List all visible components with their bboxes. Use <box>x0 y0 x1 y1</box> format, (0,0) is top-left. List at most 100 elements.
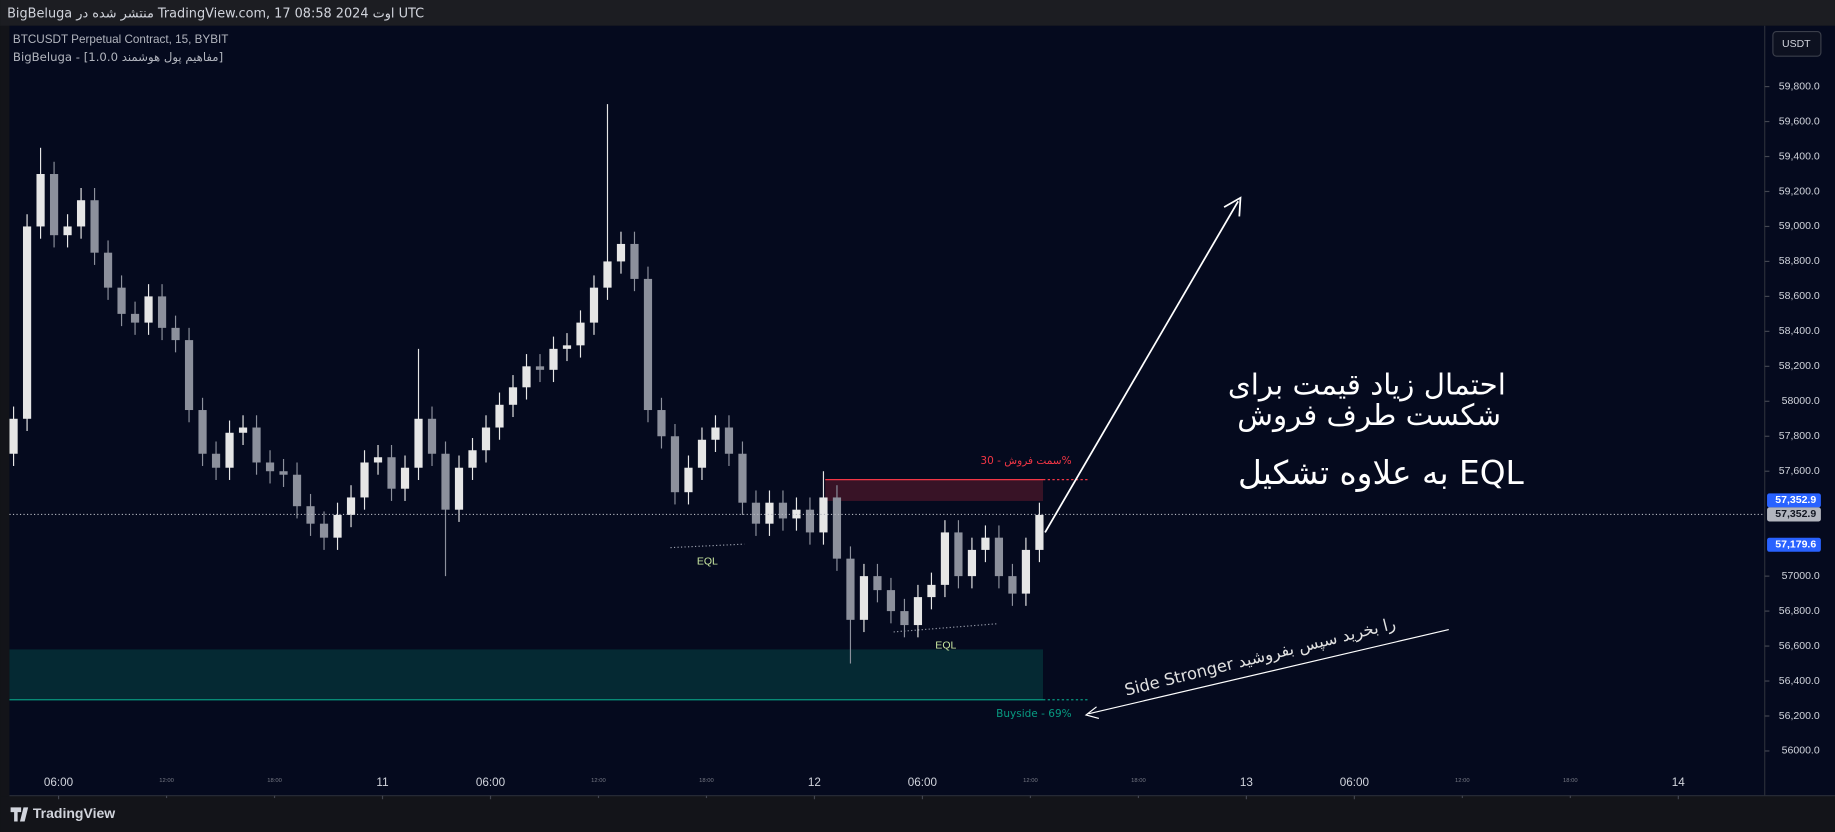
candle-body <box>643 278 653 411</box>
candle-body <box>724 427 734 454</box>
candle-body <box>36 174 45 227</box>
candle-body <box>981 537 990 550</box>
candle-body <box>549 348 558 370</box>
candle-body <box>522 366 531 388</box>
candle-body <box>171 327 180 341</box>
candle-body <box>508 387 518 405</box>
candle-body <box>9 418 18 454</box>
candle-body <box>22 226 32 419</box>
y-tick-label: 58,800.0 <box>1779 255 1820 267</box>
zone <box>9 649 1044 700</box>
candle-body <box>454 467 464 510</box>
plot-area <box>9 25 1765 796</box>
candle-body <box>76 200 86 227</box>
zone-label: Buyside - 69% <box>996 708 1072 720</box>
candle-body <box>751 502 761 524</box>
candle-body <box>994 537 1004 577</box>
arrow-head <box>1084 706 1100 720</box>
footer-bar <box>0 796 1835 832</box>
x-tick-label: 06:00 <box>476 776 506 789</box>
candle-body <box>238 427 248 433</box>
candle-body <box>630 243 639 279</box>
y-tick-label: 58,600.0 <box>1779 290 1820 302</box>
candle-body <box>63 226 72 236</box>
candle-body <box>319 523 329 538</box>
candle-body <box>346 497 356 515</box>
candle-body <box>711 427 720 440</box>
currency-label[interactable]: USDT <box>1782 38 1811 50</box>
x-tick-label: 11 <box>376 776 388 789</box>
eql-label: EQL <box>935 640 956 652</box>
currency-button[interactable] <box>1772 31 1822 57</box>
x-tick-label: 12 <box>808 776 821 789</box>
candle-body <box>373 457 383 463</box>
candle-body <box>144 296 153 323</box>
candle-body <box>616 243 626 262</box>
header-bar <box>0 0 1835 26</box>
candle-body <box>927 584 936 598</box>
x-minor-tick-label: 12:00 <box>591 778 606 784</box>
candle-body <box>279 471 288 475</box>
y-tick-label: 59,800.0 <box>1779 80 1820 92</box>
y-tick-label: 57,600.0 <box>1779 465 1820 477</box>
candle-body <box>1035 514 1044 550</box>
candle-body <box>441 453 450 510</box>
candle-body <box>846 558 855 620</box>
candle-body <box>697 439 707 468</box>
candle-body <box>265 462 275 472</box>
x-minor-tick-label: 12:00 <box>1455 778 1470 784</box>
candle-body <box>481 427 491 451</box>
y-tick-label: 56,400.0 <box>1779 675 1820 687</box>
candle-body <box>360 462 369 498</box>
zone-label: سمت فروش - 30% <box>980 455 1071 467</box>
candle-body <box>684 467 693 493</box>
y-tick-label: 58,200.0 <box>1779 360 1820 372</box>
brand-logo <box>10 807 29 822</box>
candle-body <box>211 453 221 468</box>
candle-body <box>468 450 477 468</box>
candle-body <box>387 457 396 489</box>
candle-body <box>184 340 194 411</box>
candle-body <box>49 174 59 236</box>
candle-body <box>913 597 923 626</box>
candle-body <box>130 313 140 323</box>
price-tag-label: 57,179.6 <box>1775 539 1816 551</box>
candle-body <box>292 474 302 507</box>
y-tick-label: 59,400.0 <box>1779 150 1820 162</box>
x-minor-tick-label: 18:00 <box>1131 778 1146 784</box>
candle-body <box>333 514 342 538</box>
x-minor-tick-label: 18:00 <box>267 778 282 784</box>
candle-body <box>832 497 842 559</box>
annotation-text: احتمال زیاد قیمت برای <box>1228 368 1506 402</box>
annotation-arrow <box>1044 200 1239 533</box>
y-tick-label: 57000.0 <box>1782 570 1820 582</box>
x-minor-tick-label: 18:00 <box>699 778 714 784</box>
candle-body <box>576 322 585 346</box>
header-text: BigBeluga منتشر شده در TradingView.com, … <box>7 7 424 22</box>
eql-label: EQL <box>697 555 718 567</box>
y-tick-label: 57,800.0 <box>1779 430 1820 442</box>
y-tick-label: 59,000.0 <box>1779 220 1820 232</box>
chart-layer: 56000.0 56,200.0 56,400.0 56,600.0 56,800.0 5… <box>9 80 1821 800</box>
price-tag <box>1767 537 1821 552</box>
x-tick-label: 13 <box>1240 776 1253 789</box>
y-tick-label: 59,600.0 <box>1779 115 1820 127</box>
candle-body <box>738 453 747 503</box>
price-tag <box>1767 493 1821 508</box>
candle-body <box>670 436 680 493</box>
y-tick-label: 59,200.0 <box>1779 185 1820 197</box>
x-tick-label: 14 <box>1672 776 1686 789</box>
indicator-legend: BigBeluga - [مفاهیم پول هوشمند 1.0.0] <box>13 50 223 65</box>
brand-text: TradingView <box>33 805 115 821</box>
x-tick-label: 06:00 <box>1340 776 1370 789</box>
candle-body <box>940 532 950 585</box>
symbol-legend: BTCUSDT Perpetual Contract, 15, BYBIT <box>13 33 228 46</box>
annotation-text: شکست طرف فروش <box>1237 398 1501 432</box>
x-minor-tick-label: 12:00 <box>1023 778 1038 784</box>
candle-body <box>589 287 599 323</box>
zone <box>825 479 1044 501</box>
candle-body <box>117 287 126 314</box>
x-minor-tick-label: 18:00 <box>1563 778 1578 784</box>
candle-body <box>252 427 261 463</box>
